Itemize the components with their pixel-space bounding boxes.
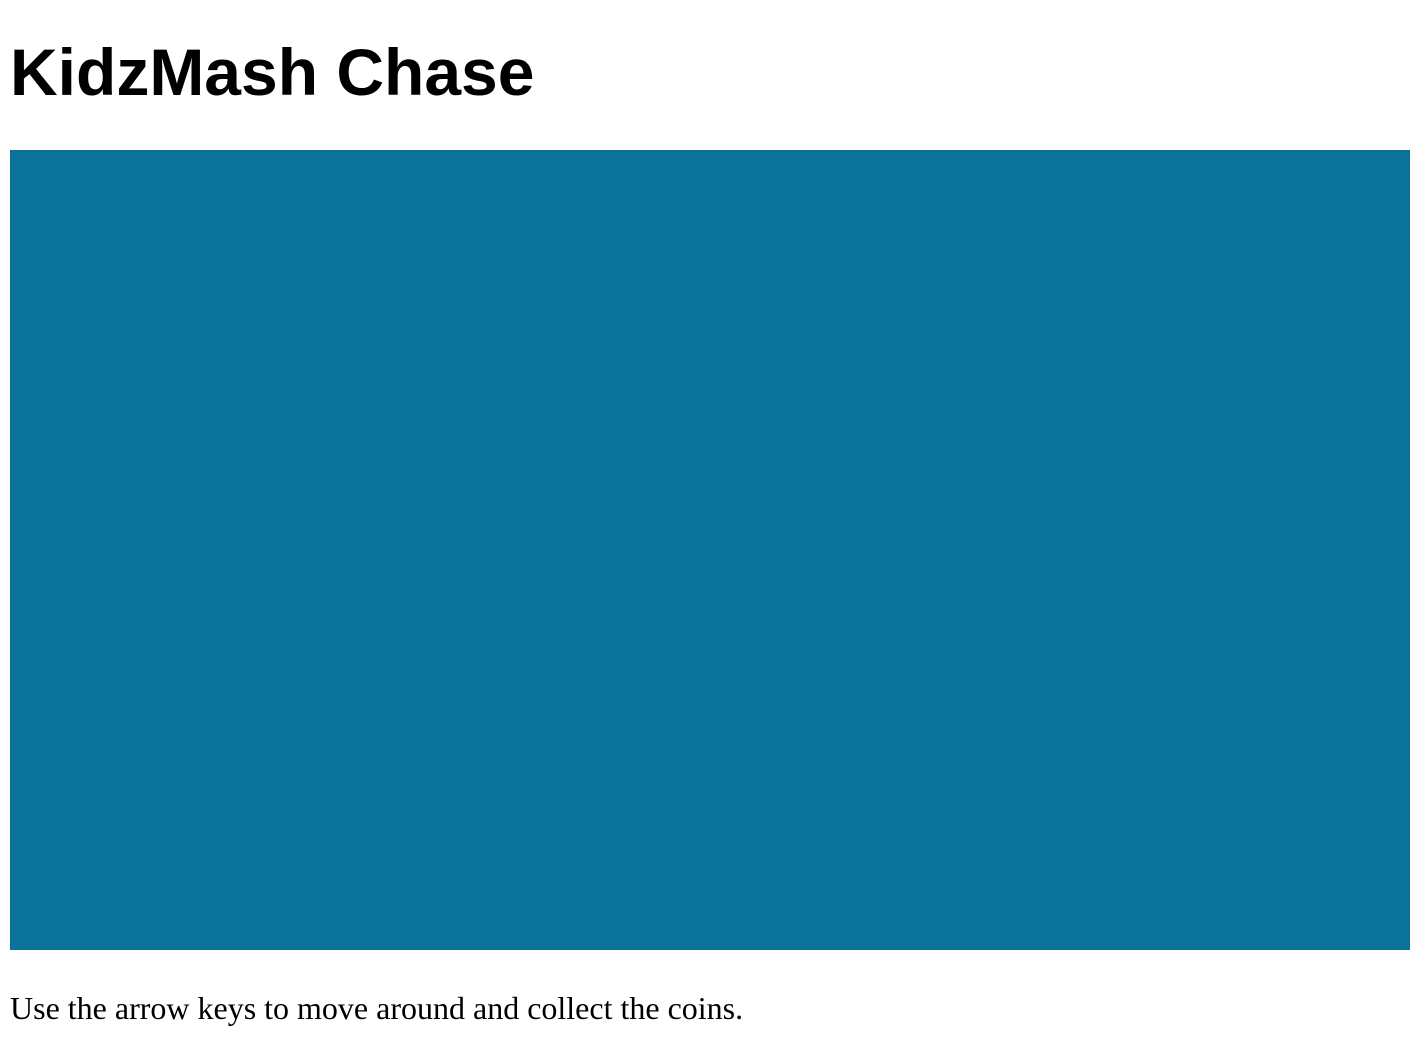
instructions-text: Use the arrow keys to move around and co… <box>10 990 744 1026</box>
game-canvas[interactable] <box>10 150 1410 950</box>
page-title: KidzMash Chase <box>10 35 535 109</box>
